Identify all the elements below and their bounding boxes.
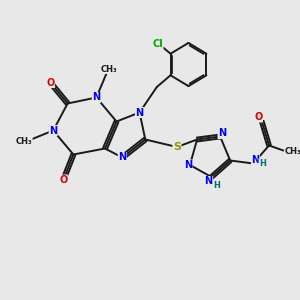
Text: N: N: [136, 107, 144, 118]
Text: N: N: [184, 160, 192, 170]
Text: H: H: [213, 181, 220, 190]
Text: N: N: [218, 128, 226, 139]
Text: H: H: [259, 159, 266, 168]
Text: N: N: [92, 92, 101, 103]
Text: N: N: [205, 176, 213, 187]
Text: N: N: [251, 155, 260, 165]
Text: CH₃: CH₃: [101, 64, 118, 74]
Text: Cl: Cl: [152, 39, 163, 49]
Text: O: O: [46, 77, 55, 88]
Text: CH₃: CH₃: [284, 147, 300, 156]
Text: S: S: [173, 142, 181, 152]
Text: N: N: [118, 152, 126, 163]
Text: N: N: [49, 125, 57, 136]
Text: O: O: [59, 175, 68, 185]
Text: CH₃: CH₃: [16, 136, 32, 146]
Text: O: O: [254, 112, 262, 122]
